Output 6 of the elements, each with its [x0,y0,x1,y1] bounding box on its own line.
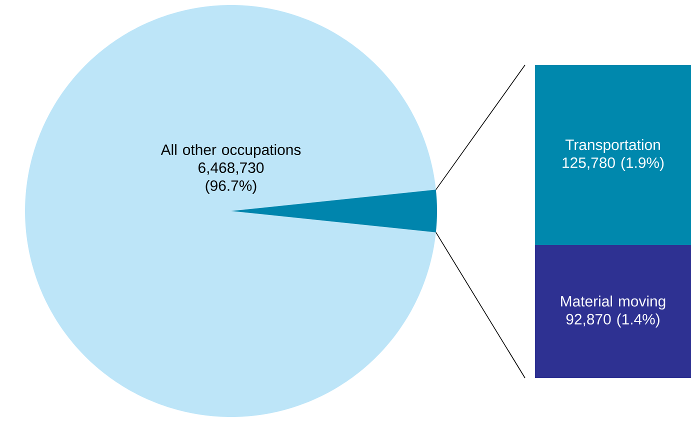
data-label: 92,870 (1.4%) [566,314,660,328]
series-label: Transportation [565,139,660,154]
slice-label: All other occupations [160,144,301,158]
series-label: Material moving [561,296,666,310]
data-label: 125,780 (1.9%) [562,157,664,171]
data-label: 6,468,730 (96.7%) [198,162,264,194]
